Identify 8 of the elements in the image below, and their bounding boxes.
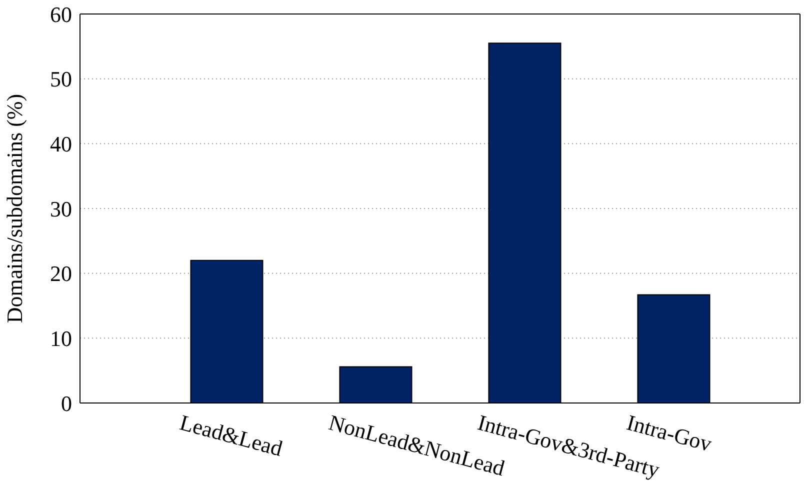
y-tick-label: 60 bbox=[50, 2, 72, 27]
y-tick-label: 10 bbox=[50, 326, 72, 351]
y-tick-label: 20 bbox=[50, 261, 72, 286]
y-tick-label: 30 bbox=[50, 196, 72, 222]
y-axis-title: Domains/subdomains (%) bbox=[2, 94, 27, 324]
y-tick-label: 0 bbox=[61, 390, 72, 416]
y-tick-label: 40 bbox=[50, 131, 72, 156]
y-tick-label: 50 bbox=[50, 66, 72, 92]
